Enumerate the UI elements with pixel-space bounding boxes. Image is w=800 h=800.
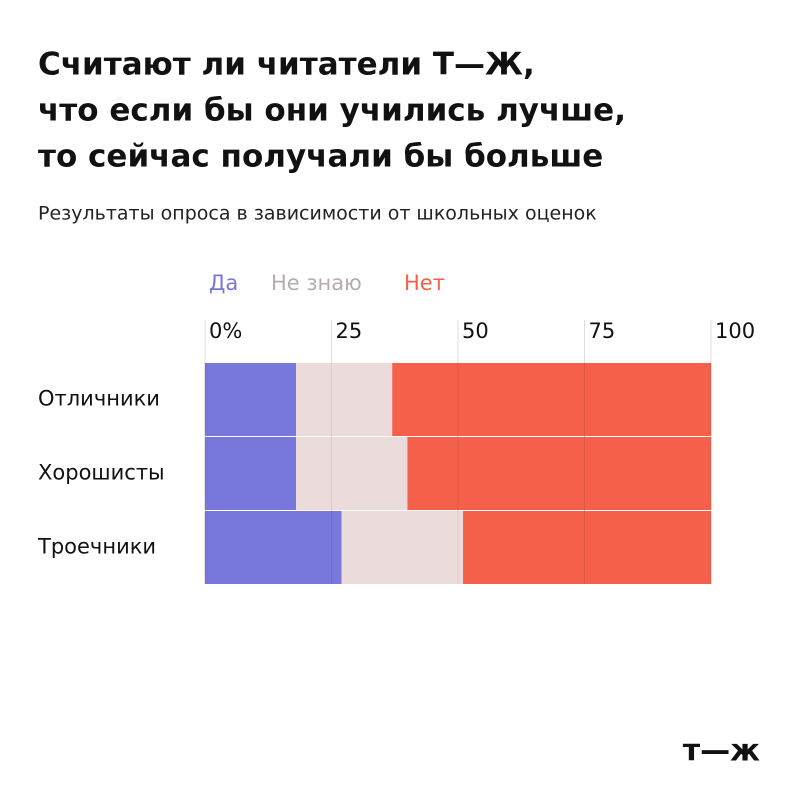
x-tick-label: 25 — [336, 319, 363, 343]
bar-segment — [296, 437, 408, 510]
bar-segment — [205, 363, 297, 436]
bar-segment — [463, 511, 711, 584]
legend-label: Да — [209, 271, 238, 295]
category-label: Троечники — [37, 535, 156, 559]
chart-title: что если бы они учились лучше, — [38, 93, 626, 129]
bar-segment — [392, 363, 711, 436]
legend-label: Не знаю — [271, 271, 362, 295]
category-label: Отличники — [38, 387, 160, 411]
logo: т—ж — [683, 734, 760, 769]
x-tick-label: 100 — [715, 319, 755, 343]
bar-segment — [296, 363, 393, 436]
category-label: Хорошисты — [38, 461, 165, 485]
x-tick-label: 75 — [589, 319, 616, 343]
x-tick-label: 0% — [209, 319, 242, 343]
chart-title: то сейчас получали бы больше — [38, 139, 603, 175]
subtitle: Результаты опроса в зависимости от школь… — [38, 203, 597, 225]
legend-label: Нет — [404, 271, 445, 295]
x-tick-label: 50 — [462, 319, 489, 343]
bar-segment — [341, 511, 464, 584]
bar-segment — [407, 437, 711, 510]
bar-segment — [205, 437, 297, 510]
chart-title: Считают ли читатели Т—Ж, — [38, 47, 535, 83]
bar-segment — [205, 511, 342, 584]
